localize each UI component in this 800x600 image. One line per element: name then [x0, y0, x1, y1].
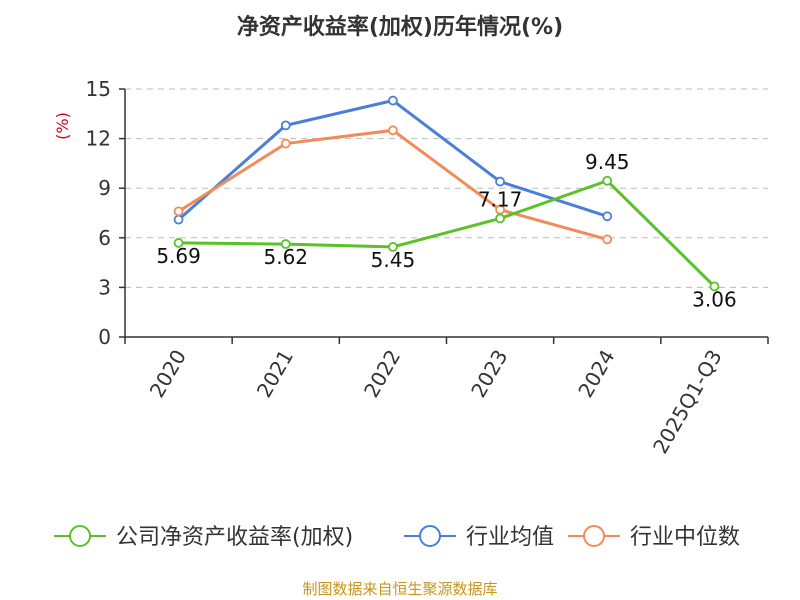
y-tick-label: 6: [98, 226, 111, 250]
x-tick-labels: 2020 2021 2022 2023 2024 2025Q1-Q3: [145, 346, 727, 458]
data-point: [173, 214, 184, 225]
y-tick-label: 12: [86, 127, 111, 151]
data-point: [280, 138, 291, 149]
data-point: [280, 120, 291, 131]
legend-label: 行业均值: [466, 525, 554, 550]
data-label: 5.62: [263, 245, 308, 269]
data-labels: 5.69 5.62 5.45 7.17 9.45 3.06: [156, 150, 736, 312]
y-axis-label: (%): [53, 112, 72, 140]
x-tick-label: 2022: [359, 346, 405, 402]
data-point: [602, 211, 613, 222]
series-line: [177, 128, 608, 241]
x-tick-label: 2021: [252, 346, 298, 402]
data-point: [602, 175, 613, 186]
data-point: [388, 241, 398, 252]
data-point: [709, 281, 720, 292]
data-label: 5.45: [371, 248, 416, 272]
legend: 公司净资产收益率(加权) 行业均值 行业中位数: [54, 525, 740, 550]
data-point: [173, 206, 184, 217]
x-tick-label: 2025Q1-Q3: [648, 346, 727, 458]
x-tick-label: 2023: [466, 346, 512, 402]
y-tick-labels: 0 3 6 9 12 15: [86, 77, 111, 349]
data-point: [173, 238, 184, 248]
axes: [119, 88, 769, 344]
series-line: [178, 179, 716, 288]
series-lines: [173, 95, 720, 292]
data-point: [388, 125, 398, 136]
gridlines: [125, 88, 768, 288]
x-tick-label: 2024: [573, 346, 619, 402]
data-label: 9.45: [585, 150, 630, 174]
data-label: 3.06: [692, 287, 737, 311]
source-note: 制图数据来自恒生聚源数据库: [302, 580, 497, 598]
legend-marker: [69, 525, 91, 547]
data-point: [495, 213, 505, 224]
x-tick-label: 2020: [145, 346, 191, 402]
legend-label: 行业中位数: [630, 525, 740, 550]
series-line: [177, 99, 608, 221]
data-point: [602, 234, 613, 245]
data-point: [280, 239, 291, 249]
y-tick-label: 0: [98, 325, 111, 349]
y-tick-label: 15: [86, 77, 111, 101]
data-point: [495, 176, 505, 187]
chart-title: 净资产收益率(加权)历年情况(%): [237, 14, 563, 40]
legend-label: 公司净资产收益率(加权): [116, 525, 353, 550]
data-point: [388, 95, 398, 106]
legend-marker: [419, 525, 441, 547]
y-tick-label: 9: [98, 176, 111, 200]
data-label: 7.17: [478, 187, 523, 211]
data-label: 5.69: [156, 244, 201, 268]
legend-marker: [583, 525, 605, 547]
y-tick-label: 3: [98, 275, 111, 299]
